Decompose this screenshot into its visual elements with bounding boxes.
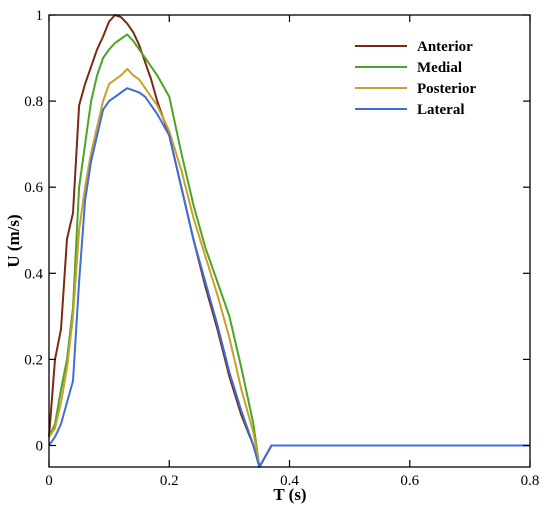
y-tick-label: 0.4 [24,266,43,282]
legend-label-medial: Medial [417,60,462,76]
x-tick-label: 0.6 [400,473,419,489]
series-line-medial [48,33,530,468]
series-line-posterior [48,67,530,468]
x-tick-label: 0.4 [280,473,299,489]
y-tick-label: 0 [36,438,44,454]
legend-label-lateral: Lateral [417,102,464,118]
legend-label-anterior: Anterior [417,39,473,55]
y-tick-label: 0.6 [24,180,43,196]
y-tick-label: 0.2 [24,352,43,368]
x-tick-label: 0.8 [521,473,540,489]
y-axis-title: U (m/s) [4,214,23,267]
x-axis: 0 0.2 0.4 0.6 0.8 [45,15,539,489]
legend: Anterior Medial Posterior Lateral [355,39,476,118]
series-line-lateral [48,87,530,468]
legend-label-posterior: Posterior [417,81,476,97]
x-axis-title: T (s) [273,485,306,504]
x-tick-label: 0 [45,473,53,489]
series-layer [48,14,530,468]
x-tick-label: 0.2 [160,473,179,489]
y-tick-label: 1 [36,8,44,24]
y-axis: 0 0.2 0.4 0.6 0.8 1 [24,8,530,454]
y-tick-label: 0.8 [24,94,43,110]
